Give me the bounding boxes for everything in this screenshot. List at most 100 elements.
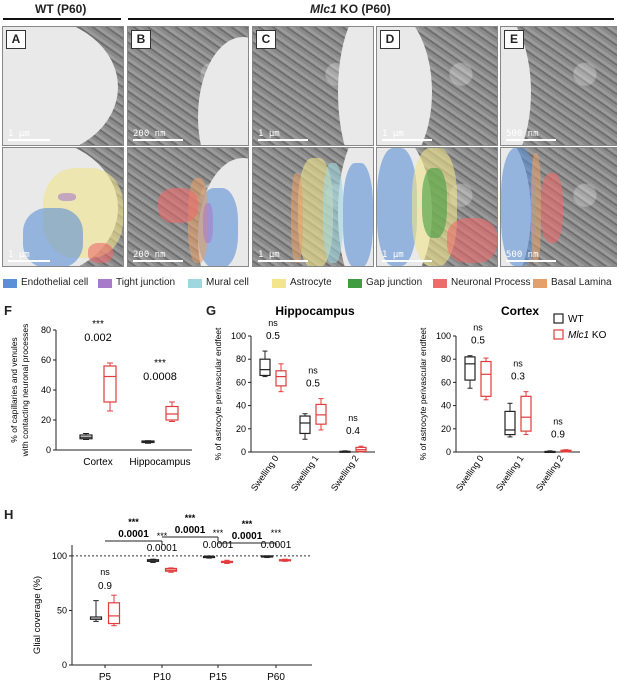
em-panel-raw-2: B 200 nm — [127, 26, 249, 146]
bracket-significance: *** — [185, 513, 196, 523]
y-tick-label: 0 — [46, 445, 51, 455]
y-tick-label: 50 — [57, 605, 67, 615]
scale-bar-label: 500 nm — [506, 250, 539, 260]
box-iqr — [520, 395, 532, 432]
em-panel-raw-4: D 1 µm — [376, 26, 498, 146]
y-tick-label: 100 — [52, 551, 67, 561]
overlay-endothelial — [343, 163, 373, 266]
y-tick-label: 40 — [236, 401, 246, 411]
bracket-p-value: 0.0001 — [118, 529, 149, 540]
chart-title: Cortex — [501, 304, 539, 318]
scale-bar-label: 1 µm — [8, 129, 30, 139]
x-tick-label: Swelling 2 — [329, 453, 361, 492]
significance-stars: *** — [92, 319, 104, 330]
p-value-label: 0.9 — [98, 581, 112, 592]
y-axis-label: % of capillaries and venuleswith contact… — [9, 324, 30, 458]
scale-bar — [382, 139, 432, 141]
legend-label: Endothelial cell — [21, 277, 89, 288]
legend-swatch-gap-junction — [348, 279, 362, 288]
box-mark — [202, 555, 216, 559]
p-value-label: 0.3 — [511, 372, 525, 383]
significance-stars: *** — [157, 531, 168, 541]
y-tick-label: 40 — [41, 385, 51, 395]
p-value-label: 0.0008 — [143, 371, 177, 383]
bracket-p-value: 0.0001 — [232, 531, 263, 542]
box-mark — [79, 433, 93, 440]
significance-label: ns — [473, 323, 483, 333]
overlay-mural — [323, 163, 343, 263]
legend-swatch-neuronal — [433, 279, 447, 288]
y-tick-label: 80 — [441, 354, 451, 364]
y-tick-label: 80 — [41, 325, 51, 335]
significance-label: ns — [553, 417, 563, 427]
em-panel-annotated-4: 1 µm — [376, 147, 498, 267]
em-panel-raw-5: E 500 nm — [500, 26, 617, 146]
header-wt: WT (P60) — [35, 2, 87, 16]
legend-swatch-endothelial — [3, 279, 17, 288]
overlay-endothelial — [23, 208, 83, 266]
overlay-endothelial — [377, 148, 417, 266]
em-panel-annotated-3: 1 µm — [252, 147, 374, 267]
y-tick-label: 20 — [441, 424, 451, 434]
y-axis-label-line: with contacting neuronal processes — [20, 324, 30, 458]
em-panel-letter: A — [6, 30, 26, 49]
overlay-neuronal — [158, 188, 198, 223]
chart-g-hippocampus: Hippocampus 0 20 40 60 80 100 % of astrocyte pe… — [213, 304, 375, 493]
header-ko-rule — [128, 18, 614, 20]
p-value-label: 0.002 — [84, 332, 112, 344]
y-axis-label-line: % of capillaries and venules — [9, 337, 19, 442]
scale-bar — [506, 260, 556, 262]
y-tick-label: 100 — [231, 331, 246, 341]
vessel-lumen — [338, 27, 373, 145]
box-mark — [315, 398, 327, 431]
scale-bar — [258, 139, 308, 141]
overlay-endothelial — [501, 148, 536, 266]
y-tick-label: 20 — [236, 424, 246, 434]
box-mark — [260, 555, 274, 559]
significance-stars: *** — [213, 528, 224, 538]
header-ko-gene: Mlc1 — [310, 2, 337, 16]
box-iqr — [107, 602, 121, 625]
overlay-basal-lamina — [291, 173, 303, 263]
box-mark — [480, 357, 492, 401]
legend-swatch-mural — [188, 279, 202, 288]
y-tick-label: 0 — [446, 447, 451, 457]
y-tick-label: 60 — [41, 355, 51, 365]
em-panel-raw-3: C 1 µm — [252, 26, 374, 146]
bracket-significance: *** — [242, 519, 253, 529]
overlay-neuronal — [88, 243, 113, 263]
x-tick-label: Hippocampus — [129, 457, 190, 468]
box-iqr — [275, 370, 287, 387]
x-tick-label: Swelling 2 — [534, 453, 566, 492]
p-value-label: 0.5 — [266, 331, 280, 342]
box-mark — [259, 350, 271, 378]
p-value-label: 0.4 — [346, 426, 360, 437]
em-panel-annotated-5: 500 nm — [500, 147, 617, 267]
chart-g-cortex: Cortex 0 20 40 60 80 100 % of astrocyte perivas… — [418, 304, 607, 493]
scale-bar-label: 200 nm — [133, 250, 166, 260]
header-ko-rest: KO (P60) — [336, 2, 391, 16]
box-mark — [275, 363, 287, 393]
scale-bar-label: 1 µm — [258, 129, 280, 139]
box-mark — [339, 450, 351, 453]
panel-label-f: F — [4, 303, 12, 318]
em-panel-raw-1: A 1 µm — [2, 26, 124, 146]
x-tick-label: P15 — [209, 672, 227, 682]
scale-bar-label: 1 µm — [258, 250, 280, 260]
legend-label: Astrocyte — [290, 277, 332, 288]
scale-bar — [8, 139, 50, 141]
scale-bar — [506, 139, 556, 141]
em-panel-letter: E — [504, 30, 524, 49]
box-mark — [544, 450, 556, 454]
box-iqr — [480, 360, 492, 397]
x-tick-label: P5 — [99, 672, 112, 682]
p-value-label: 0.5 — [471, 336, 485, 347]
box-mark — [165, 401, 179, 422]
em-panel-letter: C — [256, 30, 276, 49]
box-mark — [520, 391, 532, 436]
y-axis-label: Glial coverage (%) — [32, 576, 43, 654]
box-iqr — [504, 410, 516, 436]
legend-label-ko: Mlc1 KO — [568, 330, 607, 341]
box-iqr — [464, 356, 476, 381]
significance-stars: *** — [271, 528, 282, 538]
